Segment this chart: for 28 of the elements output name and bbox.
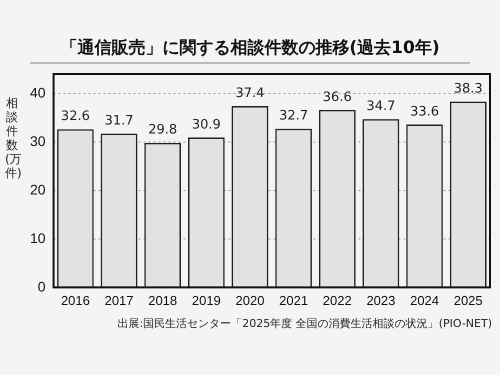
x-tick-label: 2018 (148, 292, 178, 308)
data-label: 32.6 (60, 109, 90, 124)
data-label: 37.4 (235, 86, 264, 101)
data-label: 38.3 (454, 82, 483, 97)
x-tick-label: 2016 (60, 292, 90, 308)
y-tick-label: 30 (30, 132, 46, 149)
y-tick-label: 10 (30, 230, 46, 246)
x-tick-label: 2024 (410, 292, 439, 308)
chart-title: 「通信販売」に関する相談件数の推移(過去10年) (0, 36, 500, 64)
y-tick-label: 40 (30, 84, 46, 100)
x-tick-label: 2017 (104, 292, 134, 308)
x-tick-label: 2022 (322, 292, 352, 308)
data-label: 29.8 (148, 122, 178, 138)
x-tick-label: 2025 (454, 292, 483, 308)
y-tick-label: 20 (30, 181, 46, 198)
text: 出展:国民生活センター「2025年度 全国の消費生活相談の状況」(PIO-NET) (118, 316, 492, 331)
y-tick-label: 0 (38, 278, 46, 294)
data-label: 33.6 (410, 104, 440, 120)
y-axis-title: 相談件数(万件) (5, 96, 22, 180)
x-tick-label: 2019 (192, 292, 221, 308)
x-tick-label: 2021 (279, 292, 308, 308)
data-label: 32.7 (279, 108, 308, 124)
data-label: 30.9 (192, 117, 221, 132)
x-tick-label: 2023 (366, 292, 396, 308)
data-label: 34.7 (366, 98, 396, 114)
data-label: 36.6 (322, 90, 352, 105)
x-tick-label: 2020 (236, 292, 264, 308)
data-label: 31.7 (104, 114, 134, 129)
